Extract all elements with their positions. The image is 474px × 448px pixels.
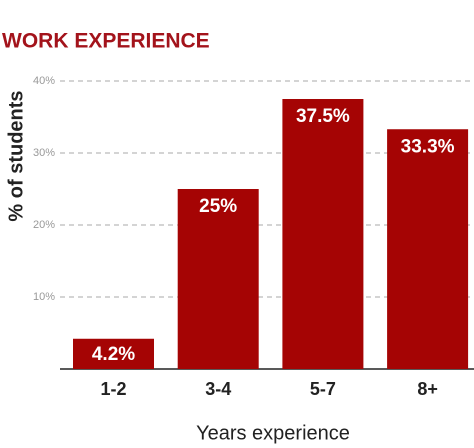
chart-title: WORK EXPERIENCE <box>2 30 210 53</box>
x-tick-label: 5-7 <box>310 379 336 399</box>
bar <box>177 189 259 369</box>
y-tick-label: 10% <box>33 291 55 303</box>
bar <box>387 129 469 369</box>
value-label: 4.2% <box>92 344 135 365</box>
value-label: 37.5% <box>296 106 350 127</box>
x-tick-label: 3-4 <box>205 379 231 399</box>
y-tick-label: 40% <box>33 75 55 87</box>
y-tick-label: 20% <box>33 219 55 231</box>
y-tick-label: 30% <box>33 147 55 159</box>
bar <box>73 338 154 369</box>
x-axis-label: Years experience <box>196 422 350 444</box>
y-axis-label: % of students <box>5 90 27 221</box>
value-label: 33.3% <box>401 136 455 157</box>
bar <box>282 99 364 369</box>
value-label: 25% <box>199 196 237 217</box>
x-tick-label: 1-2 <box>100 379 126 399</box>
x-tick-label: 8+ <box>417 379 438 399</box>
